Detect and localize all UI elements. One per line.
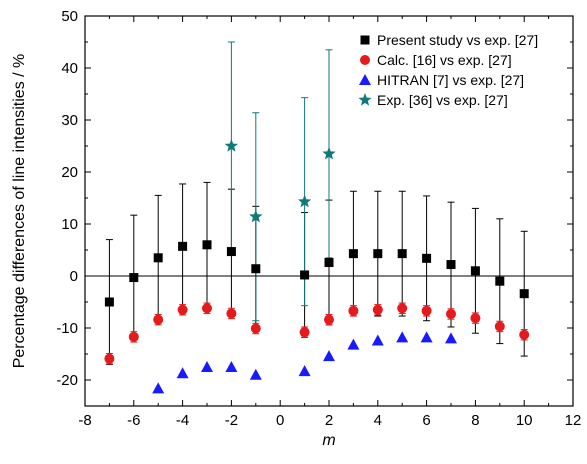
x-tick-label: -8 xyxy=(78,412,91,429)
legend-label: Present study vs exp. [27] xyxy=(377,32,538,48)
x-tick-label: -2 xyxy=(225,412,238,429)
marker-circle xyxy=(397,303,408,314)
x-tick-label: 10 xyxy=(516,412,533,429)
marker-square xyxy=(446,260,456,270)
marker-triangle xyxy=(347,338,360,350)
x-tick-label: 6 xyxy=(422,412,430,429)
marker-star xyxy=(224,139,239,152)
marker-triangle xyxy=(323,350,335,362)
marker-square xyxy=(300,270,310,280)
marker-triangle xyxy=(225,361,238,372)
marker-circle xyxy=(250,323,261,334)
marker-square xyxy=(153,253,163,263)
marker-circle xyxy=(299,327,310,338)
marker-circle xyxy=(202,303,212,314)
error-bars xyxy=(105,41,528,365)
marker-circle xyxy=(348,305,359,316)
marker-triangle xyxy=(201,361,213,372)
y-tick-label: 50 xyxy=(61,8,78,25)
y-tick-label: 20 xyxy=(61,164,78,181)
marker-square xyxy=(324,257,334,267)
legend-label: Exp. [36] vs exp. [27] xyxy=(377,92,508,108)
marker-triangle xyxy=(396,331,409,343)
x-tick-label: 12 xyxy=(565,412,582,429)
marker-circle xyxy=(153,314,164,325)
y-tick-label: 0 xyxy=(70,268,78,285)
y-tick-label: 40 xyxy=(61,60,78,77)
marker-star xyxy=(249,209,263,223)
x-tick-label: 8 xyxy=(471,412,479,429)
marker-square xyxy=(397,249,407,259)
marker-circle xyxy=(519,329,530,340)
marker-triangle xyxy=(298,365,311,377)
data-markers xyxy=(104,139,530,394)
legend: Present study vs exp. [27] Calc. [16] vs … xyxy=(358,32,538,108)
marker-circle xyxy=(372,304,383,315)
marker-star xyxy=(297,194,312,208)
marker-square xyxy=(202,240,212,250)
marker-square xyxy=(251,264,261,274)
marker-square xyxy=(348,249,358,259)
legend-label: HITRAN [7] vs exp. [27] xyxy=(377,72,524,88)
marker-square xyxy=(129,273,139,283)
marker-circle xyxy=(470,313,481,324)
marker-square xyxy=(104,297,114,307)
marker-square xyxy=(226,247,236,257)
marker-triangle xyxy=(371,334,384,346)
y-tick-label: 10 xyxy=(61,216,78,233)
marker-circle xyxy=(494,321,505,332)
marker-square xyxy=(470,266,480,276)
marker-square xyxy=(422,253,432,263)
x-tick-label: 0 xyxy=(276,412,284,429)
marker-triangle xyxy=(176,367,189,379)
marker-square xyxy=(495,276,505,286)
legend-marker-circle xyxy=(360,55,370,65)
marker-circle xyxy=(324,314,334,325)
legend-marker-square xyxy=(360,35,370,45)
marker-circle xyxy=(446,308,456,319)
marker-triangle xyxy=(420,331,433,343)
legend-marker-star xyxy=(358,93,372,106)
y-axis-title: Percentage differences of line intensiti… xyxy=(11,54,28,369)
y-tick-label: 30 xyxy=(61,112,78,129)
marker-circle xyxy=(226,308,237,319)
legend-label: Calc. [16] vs exp. [27] xyxy=(377,52,512,68)
marker-triangle xyxy=(152,382,165,394)
marker-square xyxy=(519,289,529,299)
legend-marker-triangle xyxy=(359,74,371,85)
marker-circle xyxy=(177,304,188,315)
marker-star xyxy=(322,146,336,160)
y-tick-label: -20 xyxy=(56,372,78,389)
marker-triangle xyxy=(249,368,262,380)
y-tick-label: -10 xyxy=(56,320,78,337)
marker-square xyxy=(373,249,383,259)
marker-triangle xyxy=(445,332,457,344)
x-tick-label: 2 xyxy=(325,412,333,429)
marker-square xyxy=(178,241,188,251)
x-axis-title: m xyxy=(322,432,335,449)
marker-circle xyxy=(421,305,432,316)
x-tick-label: -4 xyxy=(176,412,189,429)
x-tick-label: -6 xyxy=(127,412,140,429)
marker-circle xyxy=(104,353,115,364)
x-tick-label: 4 xyxy=(374,412,382,429)
marker-circle xyxy=(128,331,139,342)
